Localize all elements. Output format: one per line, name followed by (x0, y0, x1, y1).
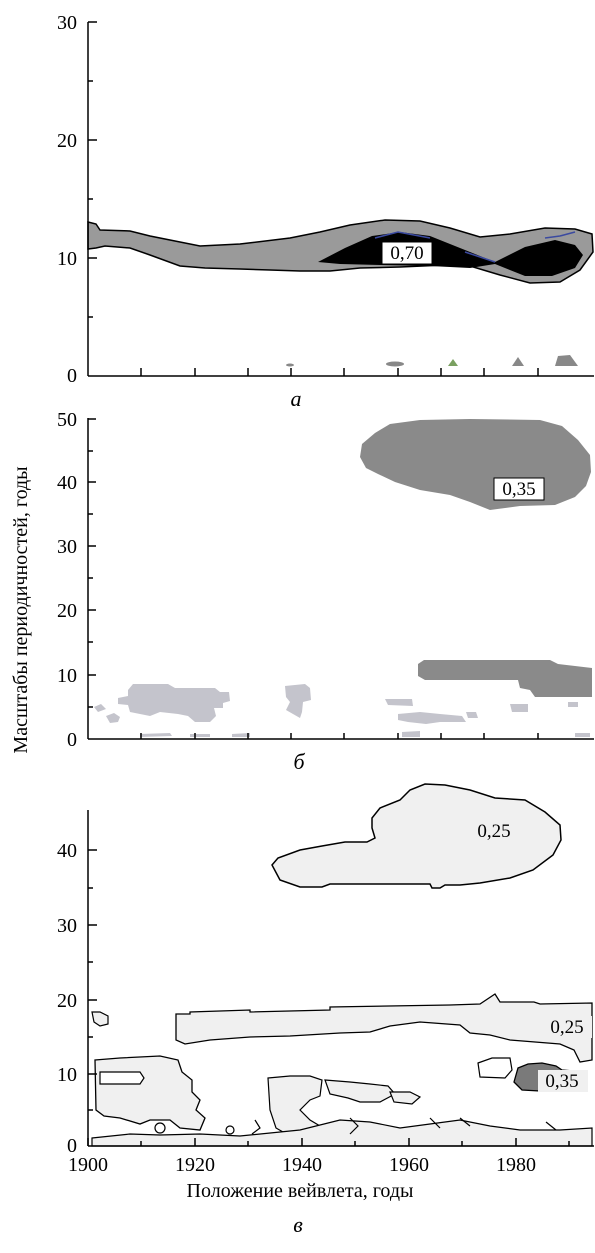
panel-b-y-tick-label: 30 (57, 536, 77, 558)
panel-b-region-large (360, 419, 591, 510)
panel-v-x-ticks (87, 1138, 570, 1146)
panel-a-y-tick-label: 10 (57, 248, 77, 270)
panel-b-y-tick-label: 0 (67, 729, 77, 751)
panel-a: 0,70 30 20 10 0 а (57, 12, 594, 411)
panel-v-y-tick-label: 0 (67, 1135, 77, 1157)
panel-b-y-tick-label: 40 (57, 472, 77, 494)
panel-v-level-label: 0,25 (550, 1017, 583, 1038)
panel-v: 0,25 0,25 0,35 4 (57, 783, 594, 1237)
panel-v-x-tick-label: 1940 (282, 1154, 322, 1176)
panel-b-region-mid (418, 660, 592, 697)
panel-b-level-box (493, 477, 545, 501)
panel-v-level-label: 0,35 (545, 1071, 578, 1092)
panel-v-y-tick-label: 10 (57, 1064, 77, 1086)
panel-v-region-large (271, 783, 562, 889)
panel-v-x-tick-label: 1920 (175, 1154, 215, 1176)
panel-v-region-mid2 (324, 1079, 396, 1103)
panel-v-level-box (542, 1016, 592, 1038)
panel-v-level-box (470, 820, 518, 842)
panel-v-x-tick-label: 1980 (496, 1154, 536, 1176)
panel-b-light-patches (94, 684, 590, 737)
panel-a-edge-accent (374, 231, 576, 263)
panel-v-specks (154, 1117, 557, 1135)
panel-a-letter: а (291, 386, 302, 411)
panel-v-level-label: 0,25 (477, 821, 510, 842)
panel-b-y-tick-label: 50 (57, 409, 77, 431)
panel-a-level-box (381, 241, 433, 265)
panel-b-letter: б (293, 749, 305, 774)
x-axis-title: Положение вейвлета, годы (187, 1180, 414, 1202)
panel-v-region-left-inner (99, 1071, 145, 1085)
panel-v-level-box (538, 1070, 588, 1092)
panel-v-y-tick-label: 30 (57, 915, 77, 937)
panel-v-x-tick-label: 1900 (68, 1154, 108, 1176)
y-axis-title: Масштабы периодичностей, годы (10, 466, 32, 753)
panel-b-x-ticks (140, 733, 539, 739)
panel-b-y-tick-label: 20 (57, 600, 77, 622)
panel-b-y-ticks (88, 418, 96, 708)
panel-v-letter: в (293, 1212, 303, 1237)
panel-b-level-label: 0,35 (502, 479, 535, 500)
panel-a-level-label: 0,70 (390, 243, 423, 264)
panel-v-region-right (477, 1057, 513, 1079)
panel-v-y-tick-label: 40 (57, 840, 77, 862)
panel-v-region-left-top (91, 1011, 109, 1027)
panel-b: 0,35 50 40 30 2 (57, 409, 594, 774)
panel-a-small-blobs (286, 355, 578, 367)
panel-v-region-mid3 (389, 1091, 422, 1105)
panel-v-region-left (94, 1055, 206, 1131)
panel-v-y-tick-label: 20 (57, 990, 77, 1012)
panel-v-region-band (175, 993, 593, 1063)
panel-v-region-bottom (91, 1119, 593, 1147)
panel-a-x-ticks (140, 368, 539, 376)
panel-a-y-tick-label: 20 (57, 130, 77, 152)
panel-v-region-mid1 (267, 1075, 323, 1137)
panel-a-y-tick-label: 30 (57, 12, 77, 34)
panel-a-y-tick-label: 0 (67, 365, 77, 387)
panel-v-y-ticks (88, 849, 97, 1111)
panel-v-x-tick-label: 1960 (389, 1154, 429, 1176)
panel-b-y-tick-label: 10 (57, 665, 77, 687)
panel-a-y-ticks (88, 21, 97, 318)
